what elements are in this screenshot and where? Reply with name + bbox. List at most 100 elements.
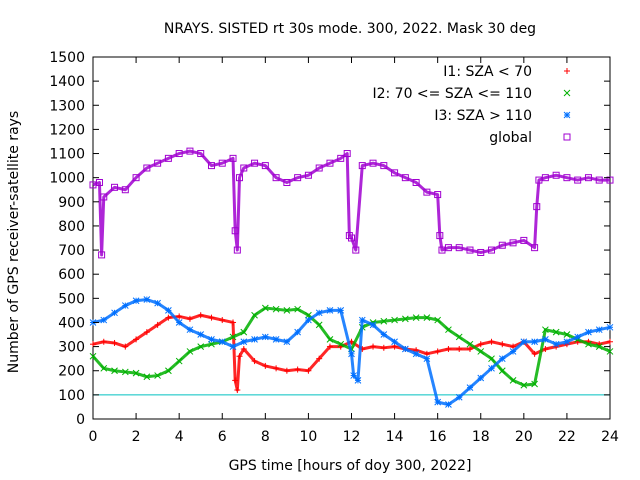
series-1-point	[240, 346, 247, 353]
series-3-point-b	[294, 328, 301, 336]
series-3-point	[391, 338, 398, 346]
series-2-point	[121, 368, 129, 376]
series-4-point	[304, 171, 312, 179]
series-3-point-b	[509, 348, 517, 355]
series-4-point	[348, 234, 355, 242]
series-2-point-b	[132, 369, 140, 377]
series-2-point	[412, 314, 420, 321]
series-4-point	[207, 162, 215, 170]
series-3-point	[380, 331, 388, 338]
series-1-point	[542, 346, 549, 353]
x-axis-label: GPS time [hours of doy 300, 2022]	[229, 458, 472, 474]
series-1-point	[234, 387, 241, 394]
series-3-point-b	[552, 340, 560, 348]
series-2-point-b	[563, 331, 571, 338]
series-3-point	[218, 338, 226, 346]
series-4-point	[595, 176, 603, 184]
series-3-point-b	[434, 398, 442, 406]
series-2-point	[111, 367, 118, 375]
series-4-point	[520, 236, 528, 244]
series-1-point	[273, 365, 280, 372]
series-2-point	[423, 314, 431, 321]
series-4-point	[197, 150, 205, 158]
y-tick-label: 700	[58, 243, 85, 259]
series-2-point	[380, 317, 388, 325]
series-3-point	[283, 338, 291, 346]
series-3-point	[186, 326, 194, 334]
series-3-point-b	[477, 374, 485, 382]
x-tick-label: 20	[515, 429, 533, 445]
series-3-point	[240, 338, 248, 346]
series-3-point-b	[283, 338, 291, 346]
series-4-point	[240, 164, 248, 172]
series-3-point-b	[402, 345, 409, 353]
series-2-point	[240, 328, 248, 336]
legend-label: I2: 70 <= SZA <= 110	[372, 86, 532, 102]
series-1-trace	[92, 313, 611, 392]
series-2-point-b	[606, 348, 614, 355]
series-3-point	[111, 309, 118, 317]
series-3-point	[208, 336, 215, 343]
series-2-point	[477, 348, 485, 355]
series-3-point	[477, 374, 485, 382]
y-tick-label: 500	[58, 291, 85, 307]
series-2-point-b	[531, 380, 538, 388]
series-4-point	[444, 244, 452, 252]
series-1-point	[154, 321, 161, 328]
chart-title: NRAYS. SISTED rt 30s mode. 300, 2022. Ma…	[164, 21, 536, 37]
series-4-point	[563, 174, 571, 182]
series-3-point-b	[423, 355, 431, 363]
series-2-point-b	[251, 311, 258, 319]
series-2-point-b	[294, 305, 301, 313]
series-4-point	[436, 232, 444, 240]
series-2-point-b	[165, 367, 172, 375]
series-2-point	[197, 343, 205, 350]
legend: I1: SZA < 70 I2: 70 <= SZA <= 110 I3: SZA …	[372, 64, 571, 146]
series-4	[89, 147, 614, 259]
series-3-point	[520, 338, 528, 346]
series-4-point	[235, 174, 243, 182]
series-3-point-b	[229, 343, 237, 350]
x-tick-label: 6	[218, 429, 227, 445]
series-3-point	[229, 343, 237, 350]
series-4-point	[533, 203, 541, 211]
series-1-point	[230, 319, 237, 326]
series-3-point	[337, 307, 345, 314]
series-4-point	[358, 162, 366, 170]
series-4-trace	[92, 149, 610, 257]
series-1-point	[305, 367, 312, 374]
series-2-point	[542, 326, 549, 334]
legend-label: I1: SZA < 70	[443, 64, 532, 80]
series-2-point-b	[542, 326, 549, 334]
series-3-point-b	[380, 331, 388, 338]
series-1-point	[380, 344, 387, 351]
series-2-point	[337, 340, 345, 348]
series-4-point	[498, 241, 506, 249]
series-1-point	[262, 362, 269, 369]
series-4-point	[294, 174, 302, 182]
series-3-point-b	[154, 299, 161, 307]
series-2-point	[165, 367, 172, 375]
series-3-point	[552, 340, 560, 348]
series-3-point	[434, 398, 442, 406]
series-1-point	[607, 338, 613, 345]
series-3-point	[143, 296, 151, 303]
x-tick-label: 22	[558, 429, 576, 445]
series-4-point	[175, 150, 183, 158]
y-tick-label: 1300	[49, 98, 85, 114]
series-3-point-b	[272, 336, 280, 343]
series-3-point-b	[498, 355, 506, 363]
series-2-point	[175, 357, 183, 365]
series-2-point-b	[380, 317, 388, 325]
series-3-point-b	[585, 328, 592, 336]
legend-marker-b	[563, 89, 571, 97]
series-2-point	[154, 372, 161, 379]
series-2-point-b	[121, 368, 129, 376]
series-1-point	[488, 338, 495, 345]
y-tick-label: 0	[76, 412, 85, 428]
series-3-point	[175, 319, 183, 326]
y-tick-label: 800	[58, 219, 85, 235]
series-2-point-b	[283, 307, 291, 314]
series-2-point	[434, 316, 442, 324]
series-1-point	[143, 329, 150, 336]
